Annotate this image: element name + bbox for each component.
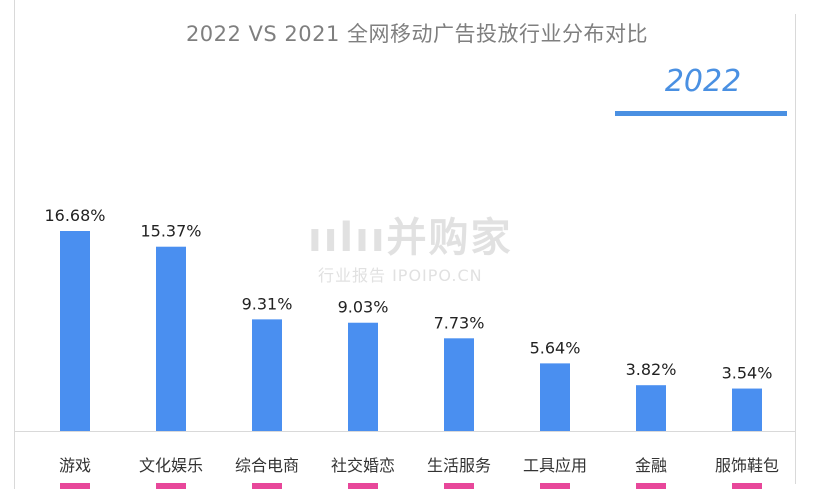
bar-2021-stub xyxy=(252,483,282,489)
legend-year-label: 2022 xyxy=(664,64,742,99)
bar xyxy=(732,388,762,431)
frame-top-right-border xyxy=(795,14,796,484)
bar xyxy=(348,322,378,431)
bar-2021-stub xyxy=(60,483,90,489)
bar xyxy=(60,231,90,431)
x-tick-label: 服饰鞋包 xyxy=(715,456,779,475)
bar-2021-stub xyxy=(444,483,474,489)
x-tick-label: 文化娱乐 xyxy=(139,456,203,475)
x-tick-label: 生活服务 xyxy=(427,456,491,475)
data-label: 3.82% xyxy=(626,360,677,379)
bar-2021-stub xyxy=(348,483,378,489)
bar xyxy=(540,363,570,431)
bar-2021-stub xyxy=(540,483,570,489)
bar xyxy=(444,338,474,431)
data-label: 9.03% xyxy=(338,298,389,317)
data-label: 15.37% xyxy=(140,222,201,241)
x-tick-label: 社交婚恋 xyxy=(331,456,395,475)
bar-2021-stub xyxy=(636,483,666,489)
bar-2021-stub xyxy=(732,483,762,489)
bar-2021-stub xyxy=(156,483,186,489)
x-tick-label: 金融 xyxy=(635,456,667,475)
frame-left-border xyxy=(14,0,15,489)
bar xyxy=(156,246,186,431)
bar xyxy=(252,319,282,431)
data-label: 16.68% xyxy=(44,206,105,225)
data-label: 7.73% xyxy=(434,313,485,332)
data-label: 9.31% xyxy=(242,294,293,313)
data-label: 3.54% xyxy=(722,364,773,383)
chart-title: 2022 VS 2021 全网移动广告投放行业分布对比 xyxy=(185,22,649,46)
x-tick-label: 工具应用 xyxy=(523,456,587,475)
x-tick-label: 综合电商 xyxy=(235,456,299,475)
legend-year-underline xyxy=(615,111,787,116)
x-tick-label: 游戏 xyxy=(59,456,91,475)
bar xyxy=(636,385,666,431)
data-label: 5.64% xyxy=(530,338,581,357)
